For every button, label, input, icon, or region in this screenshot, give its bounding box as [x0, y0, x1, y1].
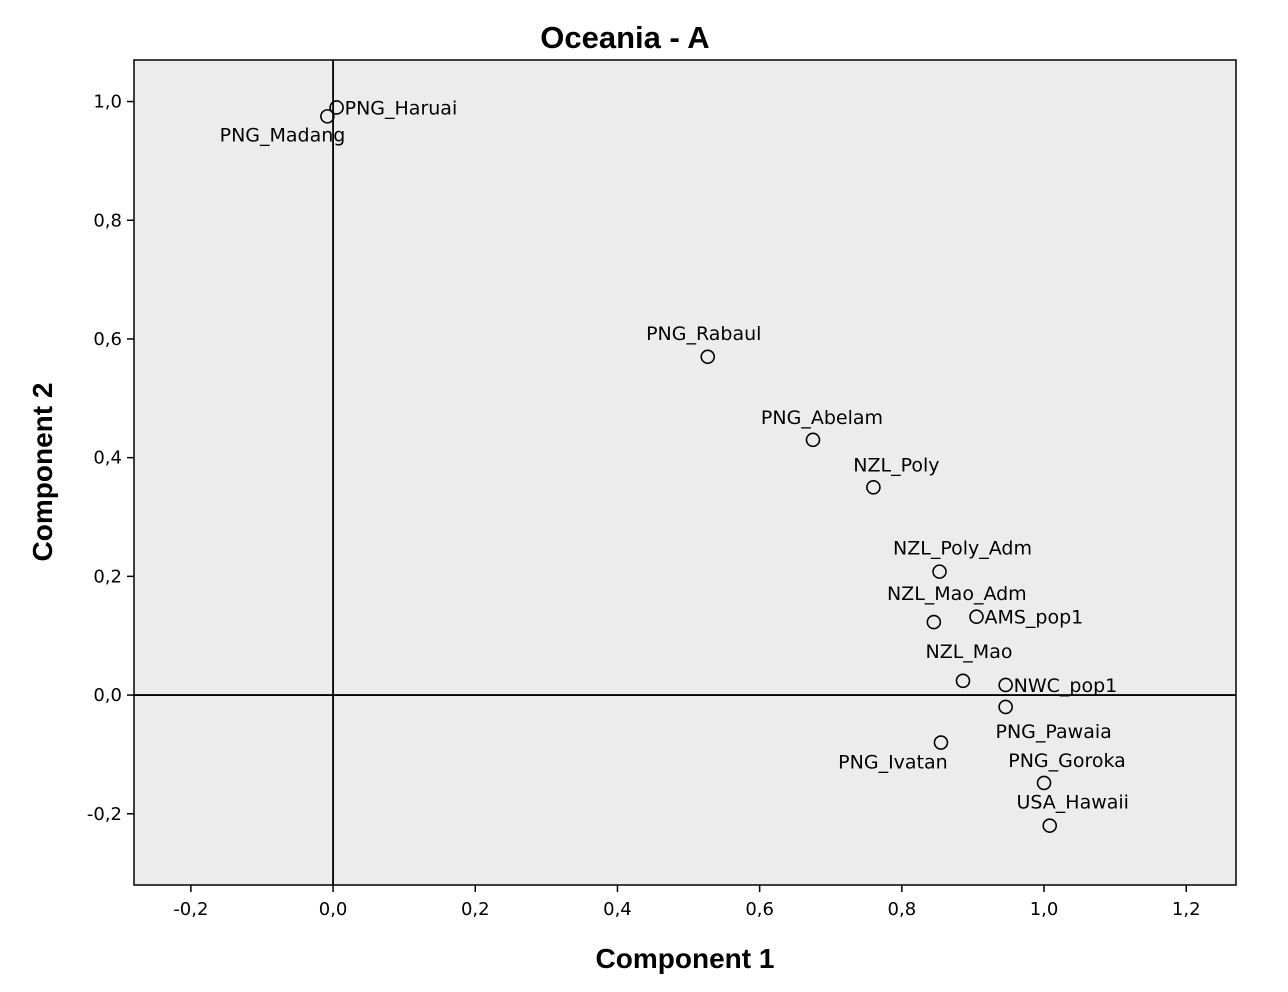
axes: -0,2 0,0 0,2 0,4 0,6 0,8 1,0 1,2 -0,2 0,0 0,2 0,4 0,…: [87, 92, 1201, 920]
y-tick-label: 0,4: [93, 448, 122, 469]
data-point: [955, 673, 971, 689]
y-tick-label: 0,6: [93, 329, 122, 350]
x-tick-label: 1,0: [1030, 899, 1059, 920]
data-point: [926, 614, 942, 630]
y-tick-label: 0,0: [93, 685, 122, 706]
data-point: [700, 349, 716, 365]
data-point: [866, 480, 881, 495]
point-label: NZL_Mao: [925, 641, 1012, 663]
data-point: [998, 677, 1013, 693]
point-label: PNG_Rabaul: [646, 323, 761, 345]
data-point: [998, 699, 1013, 715]
point-label: PNG_Ivatan: [838, 752, 948, 774]
data-point: [329, 100, 344, 115]
point-label: PNG_Pawaia: [996, 721, 1112, 743]
point-label: NZL_Poly: [853, 454, 939, 476]
y-tick-label: 0,2: [93, 566, 122, 587]
point-label: AMS_pop1: [984, 607, 1083, 629]
x-tick-label: 0,6: [745, 899, 774, 920]
plot-area: [133, 59, 1237, 886]
x-tick-label: 0,4: [603, 899, 632, 920]
x-tick-label: 0,0: [319, 899, 348, 920]
y-tick-label: 1,0: [93, 92, 122, 113]
reference-lines: [134, 60, 1236, 885]
chart-title: Oceania - A: [540, 20, 709, 55]
point-label: NZL_Poly_Adm: [893, 538, 1032, 560]
x-tick-label: 1,2: [1172, 899, 1201, 920]
data-point: [933, 735, 949, 750]
data-point: [805, 432, 821, 448]
y-tick-label: -0,2: [87, 804, 122, 825]
x-tick-label: -0,2: [173, 899, 208, 920]
data-point: [320, 109, 335, 124]
data-point: [1036, 775, 1052, 791]
y-axis-title: Component 2: [27, 383, 58, 562]
point-label: PNG_Goroka: [1008, 750, 1126, 772]
data-points: PNG_Haruai PNG_Madang PNG_Rabaul PNG_Abelam…: [220, 97, 1129, 833]
y-tick-label: 0,8: [93, 210, 122, 231]
point-label: NZL_Mao_Adm: [887, 583, 1027, 605]
data-point: [932, 564, 947, 579]
data-point: [969, 609, 984, 625]
data-point: [1042, 818, 1058, 833]
point-label: PNG_Madang: [220, 124, 346, 146]
point-label: PNG_Abelam: [761, 407, 883, 429]
x-axis-title: Component 1: [596, 943, 775, 974]
x-tick-label: 0,8: [888, 899, 917, 920]
point-label: USA_Hawaii: [1016, 792, 1129, 814]
point-label: PNG_Haruai: [345, 97, 458, 119]
point-label: NWC_pop1: [1014, 675, 1118, 697]
x-tick-label: 0,2: [461, 899, 490, 920]
